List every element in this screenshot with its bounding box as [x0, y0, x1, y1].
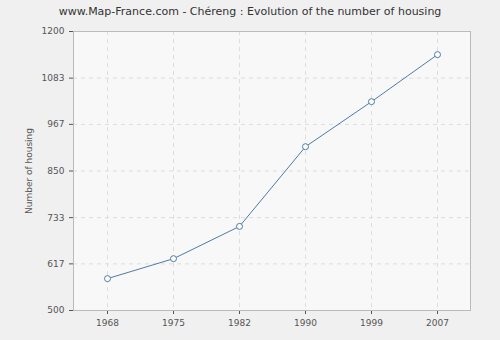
- svg-text:1968: 1968: [96, 318, 119, 328]
- svg-text:1975: 1975: [162, 318, 185, 328]
- svg-text:1982: 1982: [228, 318, 251, 328]
- svg-text:967: 967: [47, 119, 64, 129]
- svg-text:733: 733: [47, 213, 64, 223]
- svg-text:Number of housing: Number of housing: [24, 128, 34, 214]
- svg-text:1200: 1200: [42, 26, 65, 36]
- svg-text:1990: 1990: [294, 318, 317, 328]
- html-text:www.Map-France.com - Chéreng :: www.Map-France.com - Chéreng : Evolution…: [58, 5, 442, 18]
- svg-text:1999: 1999: [360, 318, 383, 328]
- svg-text:617: 617: [47, 259, 64, 269]
- svg-text:2007: 2007: [426, 318, 449, 328]
- svg-text:1083: 1083: [42, 73, 65, 83]
- svg-text:500: 500: [47, 305, 64, 315]
- svg-text:850: 850: [47, 166, 64, 176]
